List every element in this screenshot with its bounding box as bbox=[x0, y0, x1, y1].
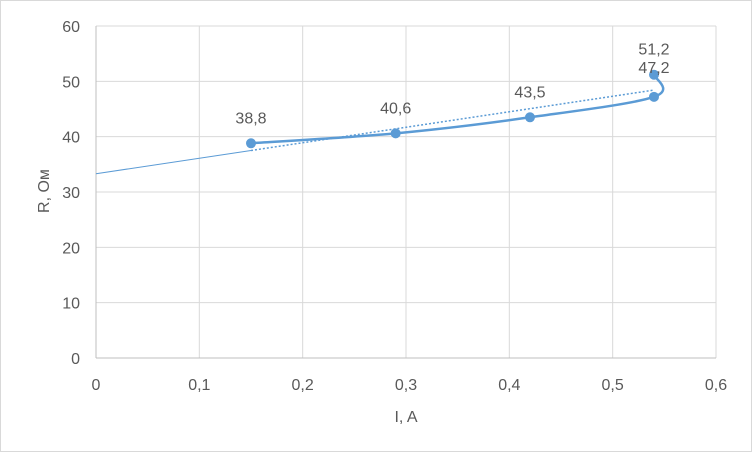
data-label-3: 47,2 bbox=[638, 60, 669, 77]
data-point-3 bbox=[649, 91, 659, 102]
x-tick-label-0,4: 0,4 bbox=[498, 377, 520, 394]
y-tick-label-50: 50 bbox=[62, 74, 80, 91]
axes: 0 10 20 30 40 50 60 0 0,1 0,2 0,3 0,4 0,5 0,6 bbox=[62, 19, 727, 394]
y-tick-label-60: 60 bbox=[62, 19, 80, 36]
data-label-0: 38,8 bbox=[235, 110, 266, 127]
series-line-0 bbox=[250, 74, 665, 145]
y-tick-label-0: 0 bbox=[71, 351, 80, 368]
y-tick-label-30: 30 bbox=[62, 185, 80, 202]
gridlines bbox=[96, 25, 717, 358]
data-label-4: 51,2 bbox=[638, 42, 669, 59]
data-point-4 bbox=[649, 69, 659, 80]
x-tick-label-0,6: 0,6 bbox=[705, 377, 727, 394]
data-point-1 bbox=[390, 128, 401, 139]
trendline-extension bbox=[95, 150, 252, 175]
trendline-group bbox=[95, 89, 655, 175]
y-tick-label-20: 20 bbox=[62, 240, 80, 257]
y-axis-title: R, Ом bbox=[36, 169, 53, 213]
trendline-dotted bbox=[250, 89, 655, 152]
x-tick-label-0,1: 0,1 bbox=[188, 377, 210, 394]
data-point-2 bbox=[525, 112, 535, 123]
x-tick-label-0: 0 bbox=[92, 377, 101, 394]
data-point-0 bbox=[246, 138, 256, 149]
series-group bbox=[246, 69, 665, 149]
data-label-2: 43,5 bbox=[514, 84, 545, 101]
data-labels: 38,8 40,6 43,5 47,251,2 bbox=[235, 42, 669, 128]
y-tick-label-40: 40 bbox=[62, 130, 80, 147]
x-tick-label-0,2: 0,2 bbox=[292, 377, 314, 394]
x-axis-title: I, A bbox=[394, 409, 417, 426]
x-tick-label-0,3: 0,3 bbox=[395, 377, 417, 394]
data-label-1: 40,6 bbox=[380, 100, 411, 117]
y-tick-label-10: 10 bbox=[62, 296, 80, 313]
x-tick-label-0,5: 0,5 bbox=[602, 377, 624, 394]
